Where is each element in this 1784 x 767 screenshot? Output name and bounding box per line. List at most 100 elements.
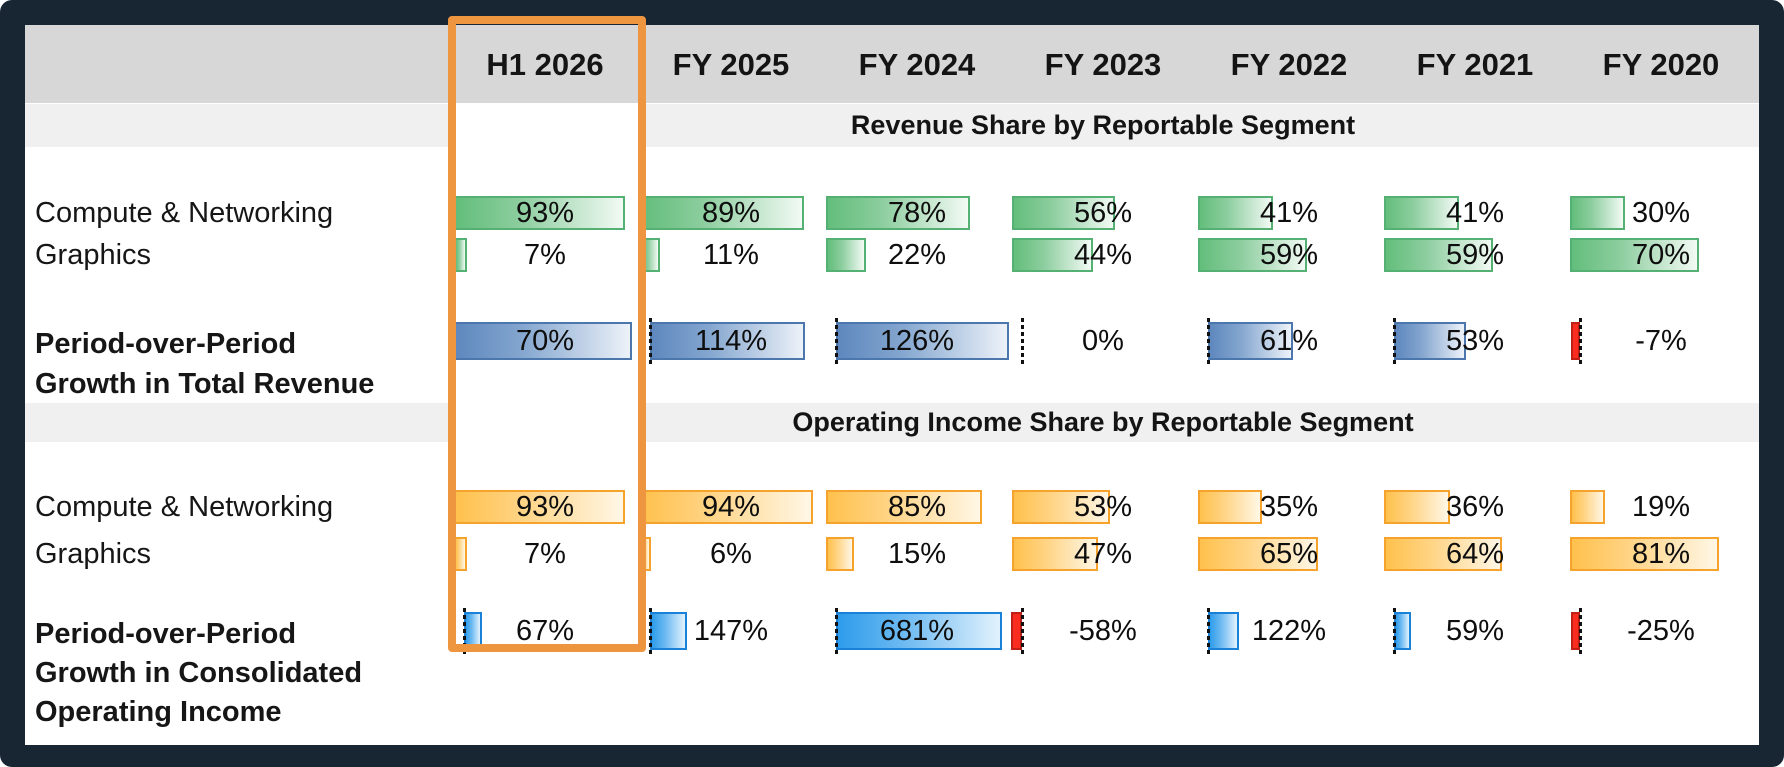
row-label-growth-operating-income: Period-over-Period Growth in Consolidate… xyxy=(35,618,363,728)
data-bar xyxy=(454,322,632,360)
row-label-graphics-opinc: Graphics xyxy=(35,538,152,570)
data-bar xyxy=(640,490,813,524)
bar-value: 78% xyxy=(887,197,947,229)
column-header: FY 2023 xyxy=(1044,47,1162,82)
data-bar xyxy=(1384,238,1493,272)
data-bar xyxy=(640,196,804,230)
bar-axis-dash xyxy=(1393,318,1396,364)
data-bar xyxy=(1570,537,1719,571)
bar-value: 7% xyxy=(524,538,566,570)
data-bar-table: Revenue Share by Reportable Segment Oper… xyxy=(25,16,1759,745)
data-bar xyxy=(1394,322,1466,360)
bar-value: 81% xyxy=(1631,538,1691,570)
data-bar xyxy=(1570,238,1699,272)
data-bar xyxy=(826,238,866,272)
bar-axis-dash xyxy=(649,608,652,654)
column-header: FY 2020 xyxy=(1602,47,1720,82)
bar-value: 15% xyxy=(887,538,947,570)
bar-value: 59% xyxy=(1445,615,1505,647)
data-bar xyxy=(1198,537,1318,571)
bar-axis-dash xyxy=(1207,608,1210,654)
data-bar xyxy=(650,322,805,360)
bar-value: 56% xyxy=(1073,197,1133,229)
column-header: FY 2025 xyxy=(672,47,790,82)
bar-axis-dash xyxy=(649,318,652,364)
data-bar xyxy=(1012,537,1098,571)
bar-value: 126% xyxy=(879,325,955,357)
bar-value: 41% xyxy=(1445,197,1505,229)
bar-axis-dash xyxy=(1579,608,1582,654)
bar-value: 147% xyxy=(693,615,769,647)
data-bar xyxy=(1198,196,1273,230)
row-label-compute-networking-opinc: Compute & Networking xyxy=(35,491,334,523)
data-bar xyxy=(1198,238,1307,272)
bar-value: 93% xyxy=(515,491,575,523)
bar-value: 47% xyxy=(1073,538,1133,570)
data-bar xyxy=(1570,490,1605,524)
column-header: H1 2026 xyxy=(486,47,604,82)
bar-value: 6% xyxy=(710,538,752,570)
row-label-compute-networking-revenue: Compute & Networking xyxy=(35,197,334,229)
bar-value: 53% xyxy=(1445,325,1505,357)
bar-value: 89% xyxy=(701,197,761,229)
data-bar xyxy=(826,490,982,524)
bar-value: 30% xyxy=(1631,197,1691,229)
column-header: FY 2022 xyxy=(1230,47,1348,82)
bar-value: 59% xyxy=(1445,239,1505,271)
bar-axis-dash xyxy=(463,608,466,654)
bar-value: 41% xyxy=(1259,197,1319,229)
section-title-revenue-share: Revenue Share by Reportable Segment xyxy=(850,110,1356,140)
bar-value: 0% xyxy=(1082,325,1124,357)
bar-value: 70% xyxy=(1631,239,1691,271)
highlight-column-band-gap xyxy=(456,104,638,147)
data-bar xyxy=(836,612,1002,650)
bar-value: 122% xyxy=(1251,615,1327,647)
bar-axis-dash xyxy=(835,318,838,364)
data-bar xyxy=(1384,537,1502,571)
data-bar xyxy=(826,537,854,571)
data-bar xyxy=(1012,196,1115,230)
bar-value: 61% xyxy=(1259,325,1319,357)
data-bar xyxy=(454,196,625,230)
bar-value: 19% xyxy=(1631,491,1691,523)
data-bar xyxy=(1012,238,1093,272)
data-bar xyxy=(1208,612,1239,650)
bar-value: 67% xyxy=(515,615,575,647)
bar-value: 11% xyxy=(703,239,759,271)
data-bar xyxy=(826,196,970,230)
data-bar xyxy=(1570,196,1625,230)
data-bar xyxy=(650,612,687,650)
bar-value: 85% xyxy=(887,491,947,523)
data-bar xyxy=(1208,322,1293,360)
column-header: FY 2024 xyxy=(858,47,976,82)
header-band xyxy=(25,25,1759,103)
bar-axis-dash xyxy=(1021,318,1024,364)
bar-value: -58% xyxy=(1069,615,1137,647)
section-band-revenue xyxy=(25,104,1759,147)
data-bar xyxy=(1012,490,1110,524)
bar-axis-dash xyxy=(1579,318,1582,364)
bar-value: 64% xyxy=(1445,538,1505,570)
bar-axis-dash xyxy=(835,608,838,654)
data-bar xyxy=(1384,196,1459,230)
bar-value: 44% xyxy=(1073,239,1133,271)
bar-axis-dash xyxy=(1021,608,1024,654)
column-header: FY 2021 xyxy=(1416,47,1534,82)
bar-value: 65% xyxy=(1259,538,1319,570)
bar-value: -25% xyxy=(1627,615,1695,647)
highlight-column-band-gap xyxy=(456,403,638,442)
bar-value: 94% xyxy=(701,491,761,523)
data-bar xyxy=(836,322,1009,360)
data-bar xyxy=(1384,490,1450,524)
bar-value: 114% xyxy=(694,325,768,357)
bar-axis-dash xyxy=(1207,318,1210,364)
bar-value: 93% xyxy=(515,197,575,229)
bar-value: 35% xyxy=(1259,491,1319,523)
bar-value: 681% xyxy=(879,615,955,647)
bar-value: 70% xyxy=(515,325,575,357)
bar-value: 36% xyxy=(1445,491,1505,523)
row-label-growth-total-revenue: Period-over-Period Growth in Total Reven… xyxy=(35,328,375,400)
bar-value: 7% xyxy=(524,239,566,271)
bar-value: 59% xyxy=(1259,239,1319,271)
